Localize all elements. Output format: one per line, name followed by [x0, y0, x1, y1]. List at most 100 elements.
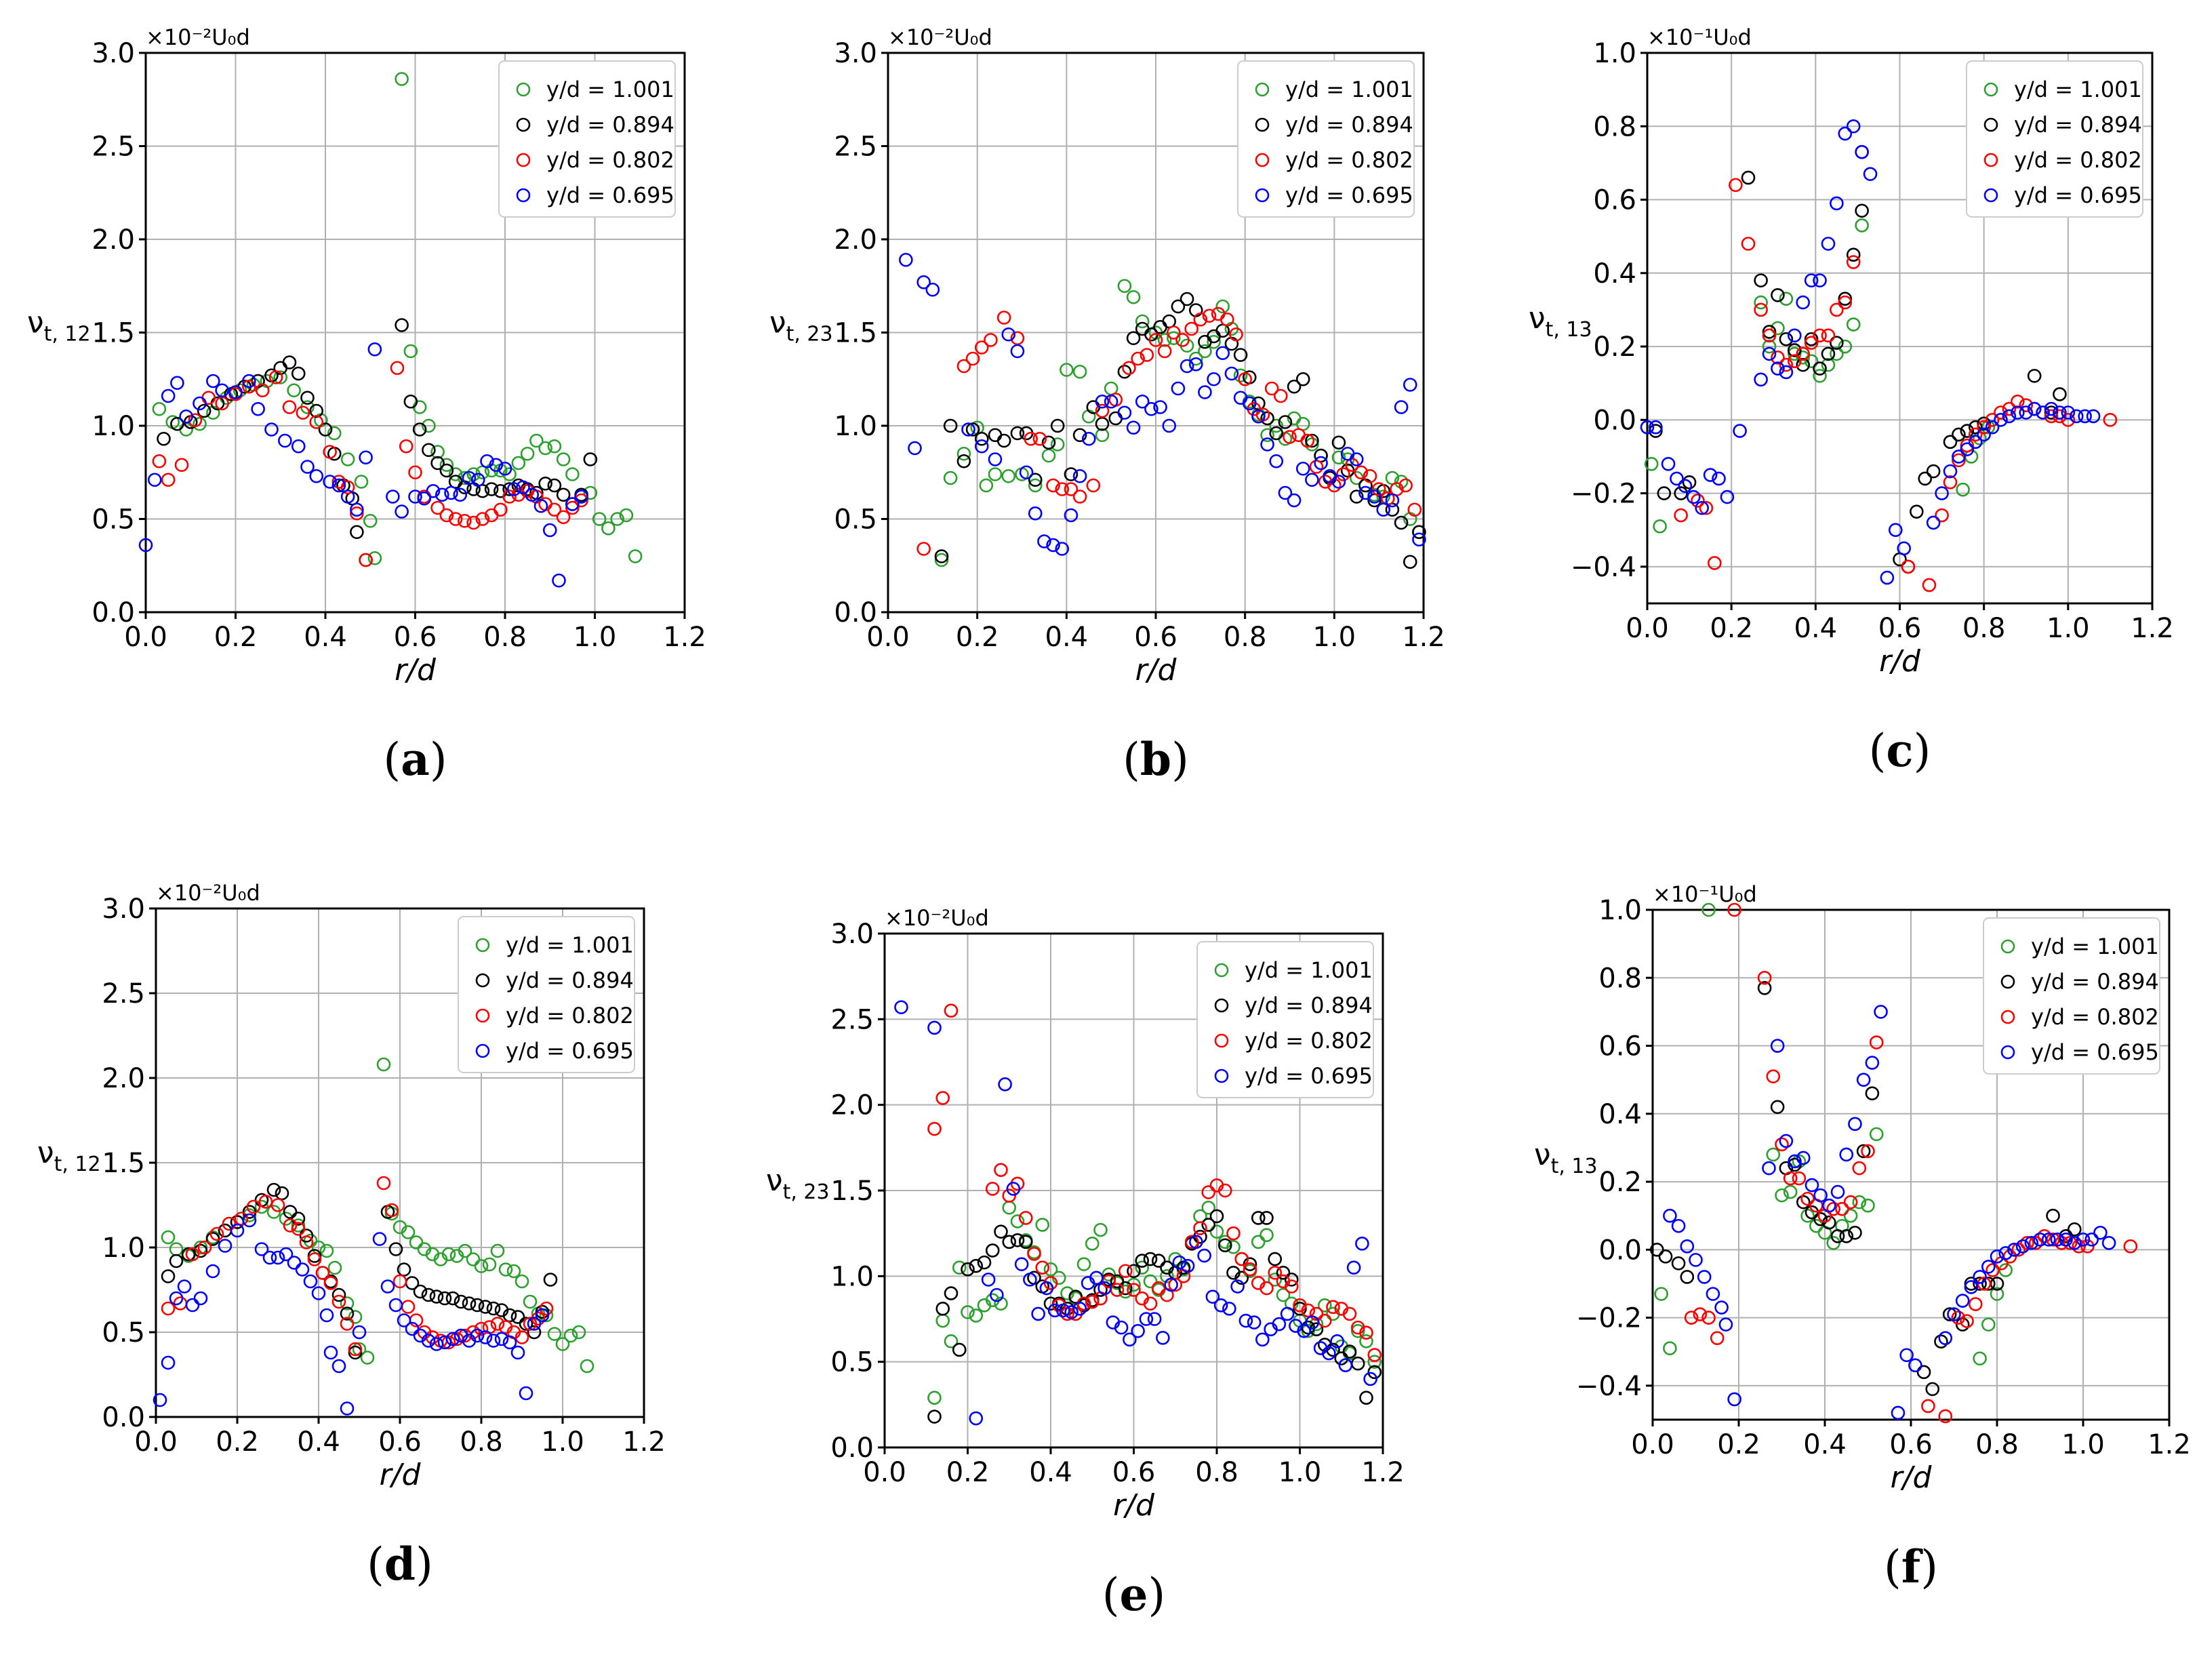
data-point [1122, 361, 1136, 376]
data-point [2123, 1239, 2138, 1254]
data-point [1403, 378, 1417, 392]
data-point [927, 1121, 942, 1136]
data-point [1268, 1265, 1283, 1280]
data-point [169, 1291, 184, 1306]
y-tick-label: 0.0 [1598, 1235, 1642, 1266]
data-point [300, 391, 315, 405]
data-point [1787, 346, 1802, 361]
data-point [429, 1337, 444, 1351]
data-point [1686, 489, 1701, 504]
data-point [525, 487, 540, 502]
data-point [1359, 1391, 1373, 1405]
data-point [520, 446, 535, 461]
data-point [2027, 369, 2042, 383]
data-point [1910, 504, 1924, 519]
data-point [1043, 1262, 1058, 1277]
data-point [1198, 385, 1212, 399]
data-point [1238, 1313, 1253, 1328]
data-point [1779, 357, 1794, 372]
data-point [1144, 401, 1158, 416]
data-point [161, 473, 176, 487]
data-point [1117, 279, 1132, 294]
data-point [1002, 1188, 1017, 1203]
data-point [493, 502, 508, 517]
data-point [352, 1325, 367, 1340]
data-point [380, 1279, 395, 1294]
y-tick-label: 2.0 [830, 1090, 874, 1121]
data-point [1255, 1332, 1270, 1347]
legend-marker [516, 188, 531, 203]
legend-label: y/d = 0.802 [546, 147, 674, 173]
data-point [1143, 1252, 1158, 1266]
legend-label: y/d = 1.001 [2031, 934, 2159, 959]
data-point [323, 1345, 338, 1360]
data-point [1821, 357, 1836, 372]
data-point [1741, 237, 1756, 251]
data-point [1796, 295, 1811, 310]
data-point [2002, 401, 2017, 416]
y-tick-label: −0.4 [1576, 1371, 1642, 1402]
data-point [1175, 333, 1190, 347]
data-point [1354, 465, 1369, 480]
data-point [1156, 1330, 1170, 1345]
chart-svg: 0.0 0.2 0.4 0.6 0.8 1.0 1.2 0.0 0.5 1.0 1.5 2.0 2.5 3… [27, 24, 706, 786]
data-point [1135, 394, 1150, 409]
x-tick-label: 1.0 [2047, 613, 2090, 644]
data-point [1234, 1271, 1249, 1285]
data-point [1926, 464, 1941, 479]
data-point [193, 1291, 208, 1306]
data-point [1394, 475, 1409, 489]
data-point [2053, 387, 2067, 401]
data-point [475, 512, 490, 526]
data-point [1990, 1249, 2004, 1264]
data-point [363, 513, 378, 528]
x-tick-label: 1.0 [541, 1426, 584, 1458]
data-point [1649, 420, 1663, 435]
data-point [1973, 1270, 1987, 1284]
data-point [270, 1198, 285, 1212]
legend-box [458, 916, 635, 1073]
legend-marker [2000, 1009, 2015, 1024]
legend-label: y/d = 0.802 [2031, 1004, 2159, 1030]
data-point [1901, 559, 1916, 574]
data-point [422, 443, 436, 458]
data-point [2046, 1208, 2060, 1223]
data-point [1043, 1296, 1058, 1311]
y-tick-label: 1.0 [830, 1261, 874, 1292]
data-point [956, 359, 971, 374]
y-tick-label: 1.5 [102, 1148, 145, 1179]
data-point [1398, 478, 1413, 493]
x-tick-label: 0.2 [1717, 1429, 1760, 1460]
data-point [1762, 328, 1777, 343]
data-point [1305, 1315, 1320, 1329]
data-point [296, 405, 310, 420]
data-point [1349, 452, 1364, 466]
legend-marker [1255, 153, 1270, 167]
chart-svg: 0.0 0.2 0.4 0.6 0.8 1.0 1.2 0.0 0.5 1.0 1.5 2.0 2.5 3… [769, 24, 1445, 786]
data-point [1830, 336, 1844, 350]
legend-marker [475, 938, 490, 953]
data-point [1706, 1287, 1720, 1301]
data-point [390, 361, 405, 376]
legend-marker [1255, 117, 1270, 132]
data-point [1952, 427, 1966, 442]
data-point [583, 452, 598, 466]
data-point [1654, 1287, 1669, 1301]
data-point [1684, 1311, 1699, 1325]
data-point [1039, 1281, 1054, 1296]
x-tick-label: 0.8 [1224, 622, 1267, 653]
data-point [1269, 418, 1284, 433]
data-point [1762, 346, 1777, 361]
y-tick-label: 0.0 [834, 597, 877, 628]
data-point [1055, 542, 1070, 556]
chart-svg: 0.0 0.2 0.4 0.6 0.8 1.0 1.2 0.0 0.5 1.0 1.5 2.0 2.5 3… [766, 905, 1405, 1621]
data-point [1072, 489, 1087, 504]
data-point [1674, 508, 1688, 523]
data-point [2072, 1239, 2086, 1254]
data-point [908, 441, 922, 456]
data-point [242, 1213, 257, 1228]
data-point [474, 1259, 489, 1273]
data-point [1943, 464, 1958, 479]
data-point [1108, 411, 1123, 426]
data-point [444, 485, 458, 500]
